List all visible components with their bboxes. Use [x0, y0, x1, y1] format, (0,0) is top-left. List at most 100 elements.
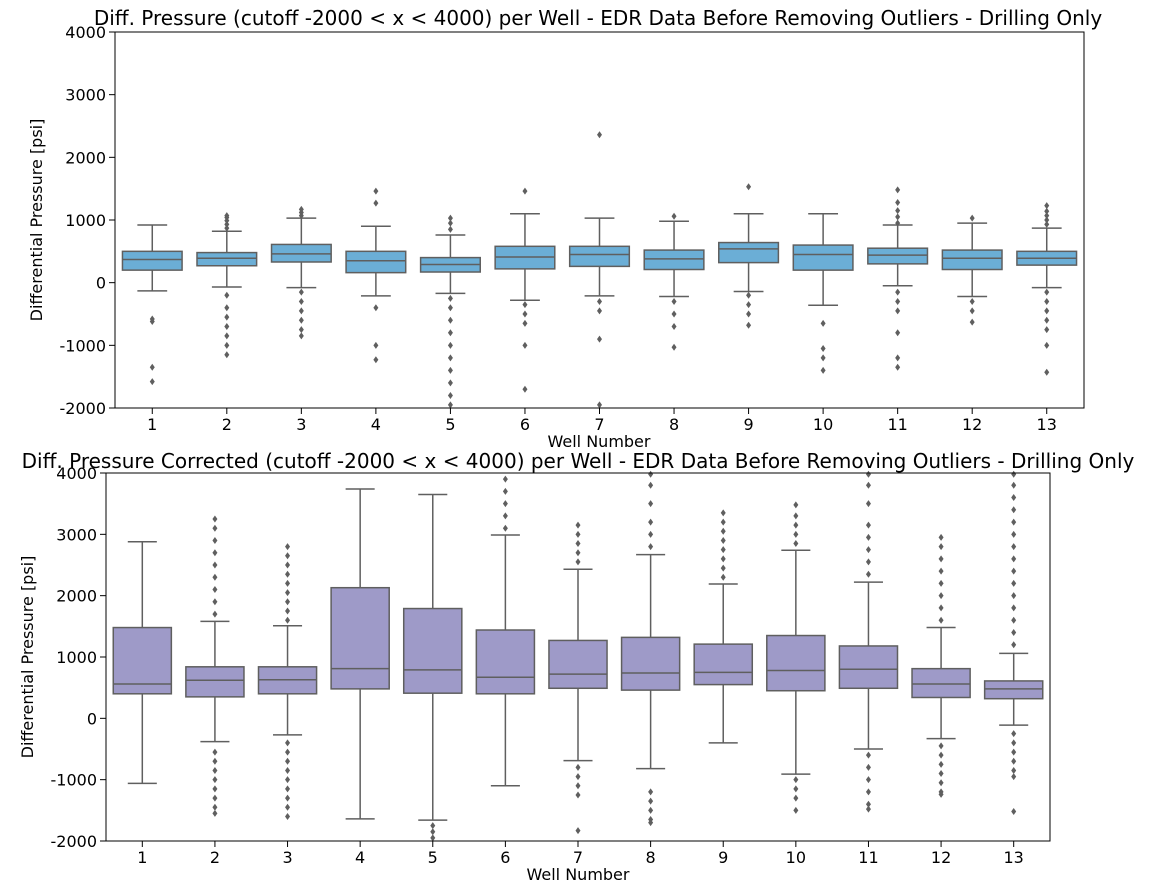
- chart-2-outlier: [212, 515, 218, 523]
- chart-2-outlier: [1011, 748, 1017, 756]
- chart-2-y-axis-label: Differential Pressure [psi]: [18, 556, 37, 759]
- chart-1-outlier: [746, 301, 752, 309]
- chart-2-outlier: [938, 751, 944, 759]
- chart-1-outlier: [1044, 326, 1050, 334]
- chart-2-outlier: [648, 788, 654, 796]
- chart-2-outlier: [212, 757, 218, 765]
- chart-1-outlier: [373, 341, 379, 349]
- chart-1-x-tick-label: 1: [147, 415, 157, 434]
- chart-2-outlier: [865, 800, 871, 808]
- chart-2-outlier: [1011, 543, 1017, 551]
- chart-1-box: [643, 249, 705, 271]
- chart-2-outlier: [865, 521, 871, 529]
- chart-1-outlier: [1044, 316, 1050, 324]
- chart-2-outlier: [1011, 757, 1017, 765]
- chart-2: Diff. Pressure Corrected (cutoff -2000 <…: [18, 449, 1134, 884]
- chart-1-outlier: [671, 323, 677, 331]
- chart-1-outlier: [447, 366, 453, 374]
- chart-1-outlier: [522, 310, 528, 318]
- chart-2-outlier: [720, 555, 726, 563]
- chart-2-outlier: [1011, 730, 1017, 738]
- chart-2-outlier: [720, 527, 726, 535]
- chart-2-x-tick-label: 7: [573, 848, 583, 867]
- chart-2-outlier: [575, 521, 581, 529]
- chart-2-x-tick-label: 1: [137, 848, 147, 867]
- chart-1-outlier: [597, 401, 602, 409]
- chart-1-x-tick-label: 9: [743, 415, 753, 434]
- chart-1-outlier: [820, 344, 826, 352]
- chart-1-outlier: [298, 288, 304, 296]
- chart-2-outlier: [575, 773, 581, 781]
- chart-2-outlier: [285, 579, 291, 587]
- chart-2-outlier: [648, 470, 654, 478]
- chart-2-outlier: [793, 501, 799, 509]
- chart-2-outlier: [793, 540, 799, 548]
- chart-2-outlier: [938, 760, 944, 768]
- chart-2-outlier: [285, 570, 291, 578]
- chart-2-box: [620, 636, 681, 691]
- chart-2-outlier: [938, 592, 944, 600]
- chart-2-outlier: [648, 530, 654, 538]
- chart-1-outlier: [373, 304, 379, 312]
- chart-1-outlier: [820, 319, 826, 327]
- chart-2-outlier: [212, 794, 218, 802]
- chart-1-x-tick-label: 2: [222, 415, 232, 434]
- chart-1-outlier: [597, 307, 602, 315]
- chart-1-outlier: [969, 297, 975, 305]
- chart-2-outlier: [212, 561, 218, 569]
- chart-2-outlier: [212, 598, 218, 606]
- chart-2-outlier: [502, 475, 508, 483]
- chart-1-outlier: [447, 225, 453, 233]
- chart-1-outlier: [895, 219, 901, 227]
- chart-2-outlier: [502, 487, 508, 495]
- chart-1-x-tick-label: 5: [445, 415, 455, 434]
- chart-2-box: [402, 607, 463, 694]
- chart-2-outlier: [285, 589, 291, 597]
- chart-2-outlier: [938, 555, 944, 563]
- chart-1-outlier: [298, 205, 304, 213]
- chart-2-outlier: [285, 803, 291, 811]
- chart-2-x-tick-label: 3: [282, 848, 292, 867]
- chart-2-outlier: [865, 533, 871, 541]
- chart-2-y-tick-label: 0: [87, 709, 97, 728]
- chart-1-outlier: [671, 310, 677, 318]
- chart-1-box: [718, 241, 780, 264]
- chart-1-outlier: [224, 304, 230, 312]
- chart-2-outlier: [648, 806, 654, 814]
- chart-1-outlier: [1044, 212, 1050, 220]
- chart-1-outlier: [969, 318, 975, 326]
- chart-1-outlier: [820, 366, 826, 374]
- chart-2-outlier: [575, 540, 581, 548]
- chart-1-outlier: [597, 131, 602, 139]
- chart-2-outlier: [285, 561, 291, 569]
- chart-2-outlier: [648, 500, 654, 508]
- chart-1-box: [121, 250, 183, 271]
- chart-2-outlier: [648, 543, 654, 551]
- chart-1-x-tick-label: 6: [520, 415, 530, 434]
- chart-2-x-tick-label: 5: [428, 848, 438, 867]
- chart-1-box: [792, 244, 854, 271]
- chart-2-outlier: [575, 558, 581, 566]
- chart-2-outlier: [575, 827, 581, 835]
- chart-2-outlier: [793, 794, 799, 802]
- chart-2-outlier: [212, 524, 218, 532]
- chart-2-outlier: [648, 797, 654, 805]
- chart-2-outlier: [938, 543, 944, 551]
- chart-2-outlier: [1011, 641, 1017, 649]
- chart-2-outlier: [865, 805, 871, 813]
- chart-2-outlier: [1011, 555, 1017, 563]
- chart-1-outlier: [1044, 288, 1050, 296]
- chart-1-plot-frame: [114, 31, 1085, 409]
- chart-2-outlier: [938, 742, 944, 750]
- chart-1-outlier: [224, 323, 230, 331]
- chart-2-outlier: [575, 763, 581, 771]
- chart-1-outlier: [1044, 207, 1050, 215]
- chart-2-x-tick-label: 10: [786, 848, 806, 867]
- chart-2-outlier: [285, 776, 291, 784]
- chart-1-outlier: [746, 291, 752, 299]
- chart-2-outlier: [212, 776, 218, 784]
- chart-2-outlier: [430, 828, 436, 836]
- chart-1-outlier: [149, 363, 155, 371]
